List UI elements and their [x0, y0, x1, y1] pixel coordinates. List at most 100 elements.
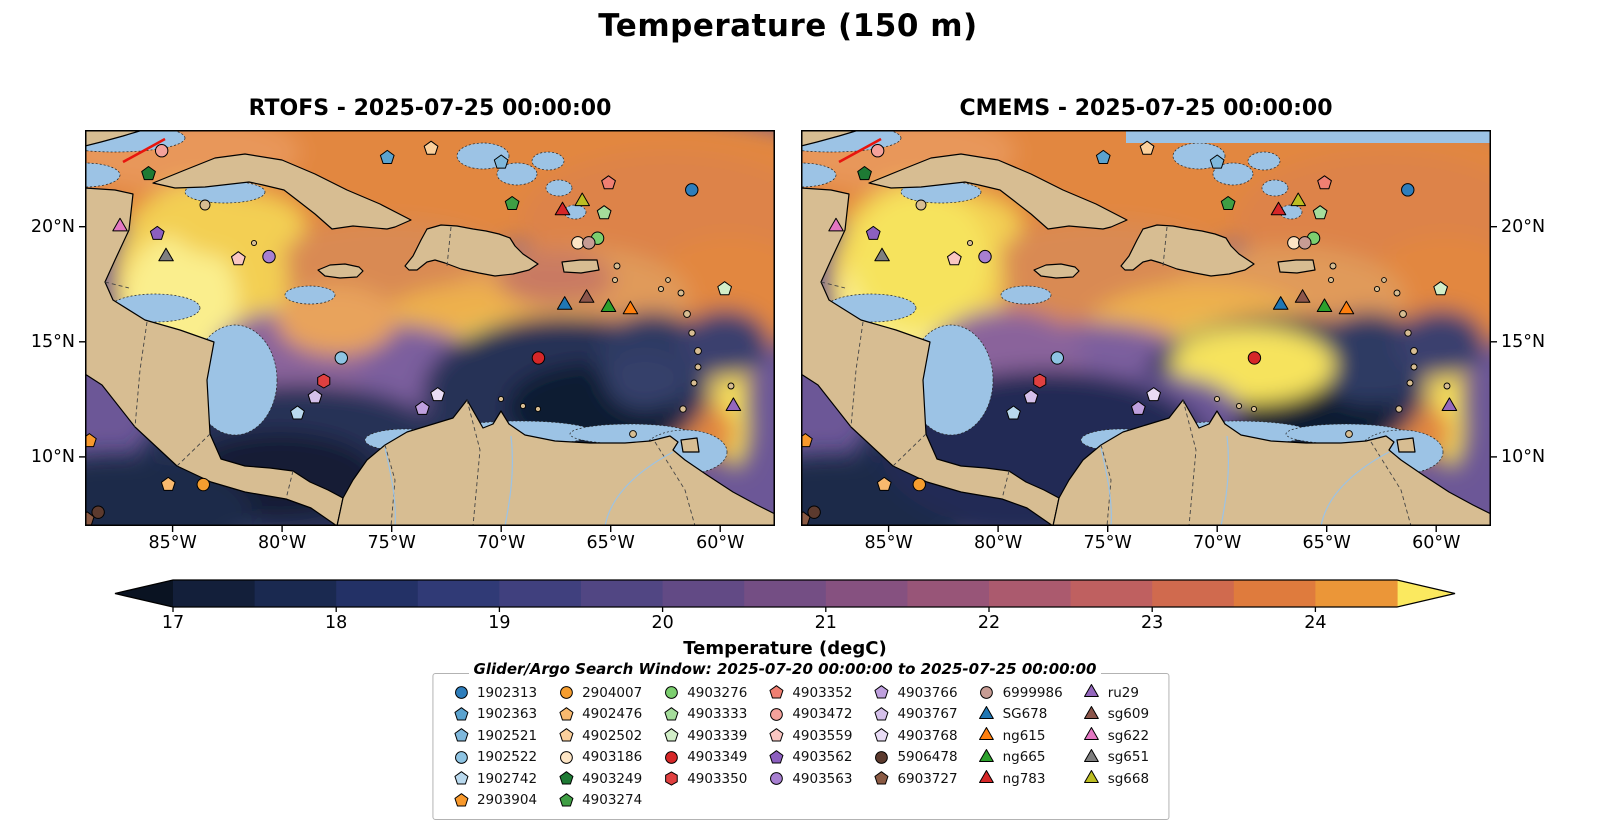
platform-marker — [1433, 281, 1448, 296]
legend-label: ng783 — [1002, 770, 1046, 787]
legend-item: 5906478 — [863, 747, 966, 769]
platform-marker — [1294, 289, 1311, 303]
island — [679, 405, 687, 413]
legend-item: 4902502 — [548, 725, 651, 747]
platform-marker — [317, 373, 331, 389]
platform-marker — [493, 154, 509, 169]
platform-marker — [874, 685, 889, 699]
legend-item: 4903767 — [863, 704, 966, 726]
island — [250, 239, 258, 247]
island — [1235, 402, 1243, 410]
legend-marker-icon — [453, 728, 468, 742]
country-border — [1100, 444, 1112, 526]
legend-marker-icon — [664, 728, 679, 742]
legend-item: 2903904 — [443, 790, 546, 812]
country-border — [1182, 399, 1197, 526]
island — [1404, 329, 1412, 337]
platform-marker — [874, 728, 889, 742]
colorbar-segment — [1233, 580, 1316, 607]
legend-item: ng665 — [969, 747, 1072, 769]
legend-marker-icon — [559, 728, 574, 742]
legend-item: 1902522 — [443, 747, 546, 769]
platform-marker — [531, 351, 546, 365]
colorbar — [114, 579, 1456, 612]
y-tick-label: 10°N — [1501, 446, 1546, 467]
shallow-bank — [1000, 285, 1052, 305]
platform-marker — [454, 750, 468, 764]
landmass — [152, 153, 412, 230]
legend-marker-icon — [559, 750, 573, 764]
legend-marker-icon — [1084, 705, 1100, 719]
landmass — [801, 187, 1060, 526]
x-tick-label: 60°W — [696, 533, 745, 553]
legend-column: 4903276 4903333 4903339 4903349 4903350 — [653, 682, 756, 811]
legend-label: ru29 — [1107, 684, 1139, 701]
landmass — [85, 130, 144, 147]
legend-marker-icon — [875, 750, 888, 764]
platform-marker — [196, 477, 210, 492]
panel-rtofs-title: RTOFS - 2025-07-25 00:00:00 — [248, 96, 612, 121]
legend-label: 4903276 — [687, 684, 748, 701]
glider-track — [838, 137, 882, 164]
colorbar-segment — [907, 580, 990, 607]
legend-label: 1902363 — [476, 706, 538, 723]
island — [1410, 347, 1418, 355]
platform-marker — [559, 771, 574, 785]
colorbar-segment — [581, 580, 664, 607]
platform-marker — [876, 476, 892, 491]
landmass — [1277, 259, 1316, 274]
island — [629, 430, 637, 438]
island — [611, 276, 619, 284]
legend-label: 4902476 — [582, 706, 643, 723]
platform-marker — [807, 505, 821, 519]
legend-label: 1902522 — [476, 749, 538, 766]
country-border — [176, 433, 211, 467]
legend-label: 4903766 — [897, 684, 958, 701]
platform-marker — [912, 477, 926, 492]
legend-label: 4903352 — [792, 684, 853, 701]
shallow-bank — [1212, 162, 1254, 186]
x-tick-label: 85°W — [148, 533, 197, 553]
legend-label: 4903274 — [582, 792, 643, 809]
legend-label: 4903350 — [687, 770, 748, 787]
map-canvas — [79, 130, 775, 532]
colorbar-tick-label: 18 — [325, 613, 348, 633]
platform-marker — [717, 281, 732, 296]
island — [1406, 379, 1414, 387]
legend-label: 4903249 — [582, 770, 643, 787]
legend-label: 6903727 — [897, 770, 958, 787]
colorbar-tick-label: 21 — [814, 613, 837, 633]
platform-marker — [556, 296, 573, 310]
legend-label: SG678 — [1002, 706, 1048, 723]
landmass — [561, 259, 600, 274]
island — [1327, 276, 1335, 284]
legend-item: 4903768 — [863, 725, 966, 747]
colorbar-segment — [173, 580, 256, 607]
platform-marker — [1084, 727, 1100, 741]
legend-column: 2904007 4902476 4902502 4903186 4903249 49032… — [548, 682, 651, 811]
platform-marker — [559, 750, 573, 764]
legend-marker-icon — [1084, 727, 1100, 741]
legend-marker-icon — [664, 771, 678, 786]
legend-item: SG678 — [969, 704, 1072, 726]
river — [1100, 447, 1112, 526]
island — [727, 382, 735, 390]
colorbar-segment — [1315, 580, 1398, 607]
platform-marker — [685, 183, 699, 197]
axes-frame — [801, 130, 1491, 526]
colorbar-svg — [114, 579, 1456, 612]
island — [677, 289, 685, 297]
platform-marker — [979, 748, 994, 762]
legend-item: sg668 — [1074, 768, 1158, 790]
platform-marker — [1146, 387, 1161, 402]
landmass — [1033, 263, 1080, 279]
platform-marker — [1401, 183, 1415, 197]
colorbar-tick-label: 24 — [1304, 613, 1327, 633]
country-border — [654, 441, 696, 526]
platform-marker — [769, 685, 784, 699]
legend-item: 4903766 — [863, 682, 966, 704]
legend-label: 4903559 — [792, 727, 853, 744]
shallow-bank — [85, 162, 121, 188]
platform-marker — [423, 140, 439, 155]
platform-marker — [160, 476, 176, 491]
